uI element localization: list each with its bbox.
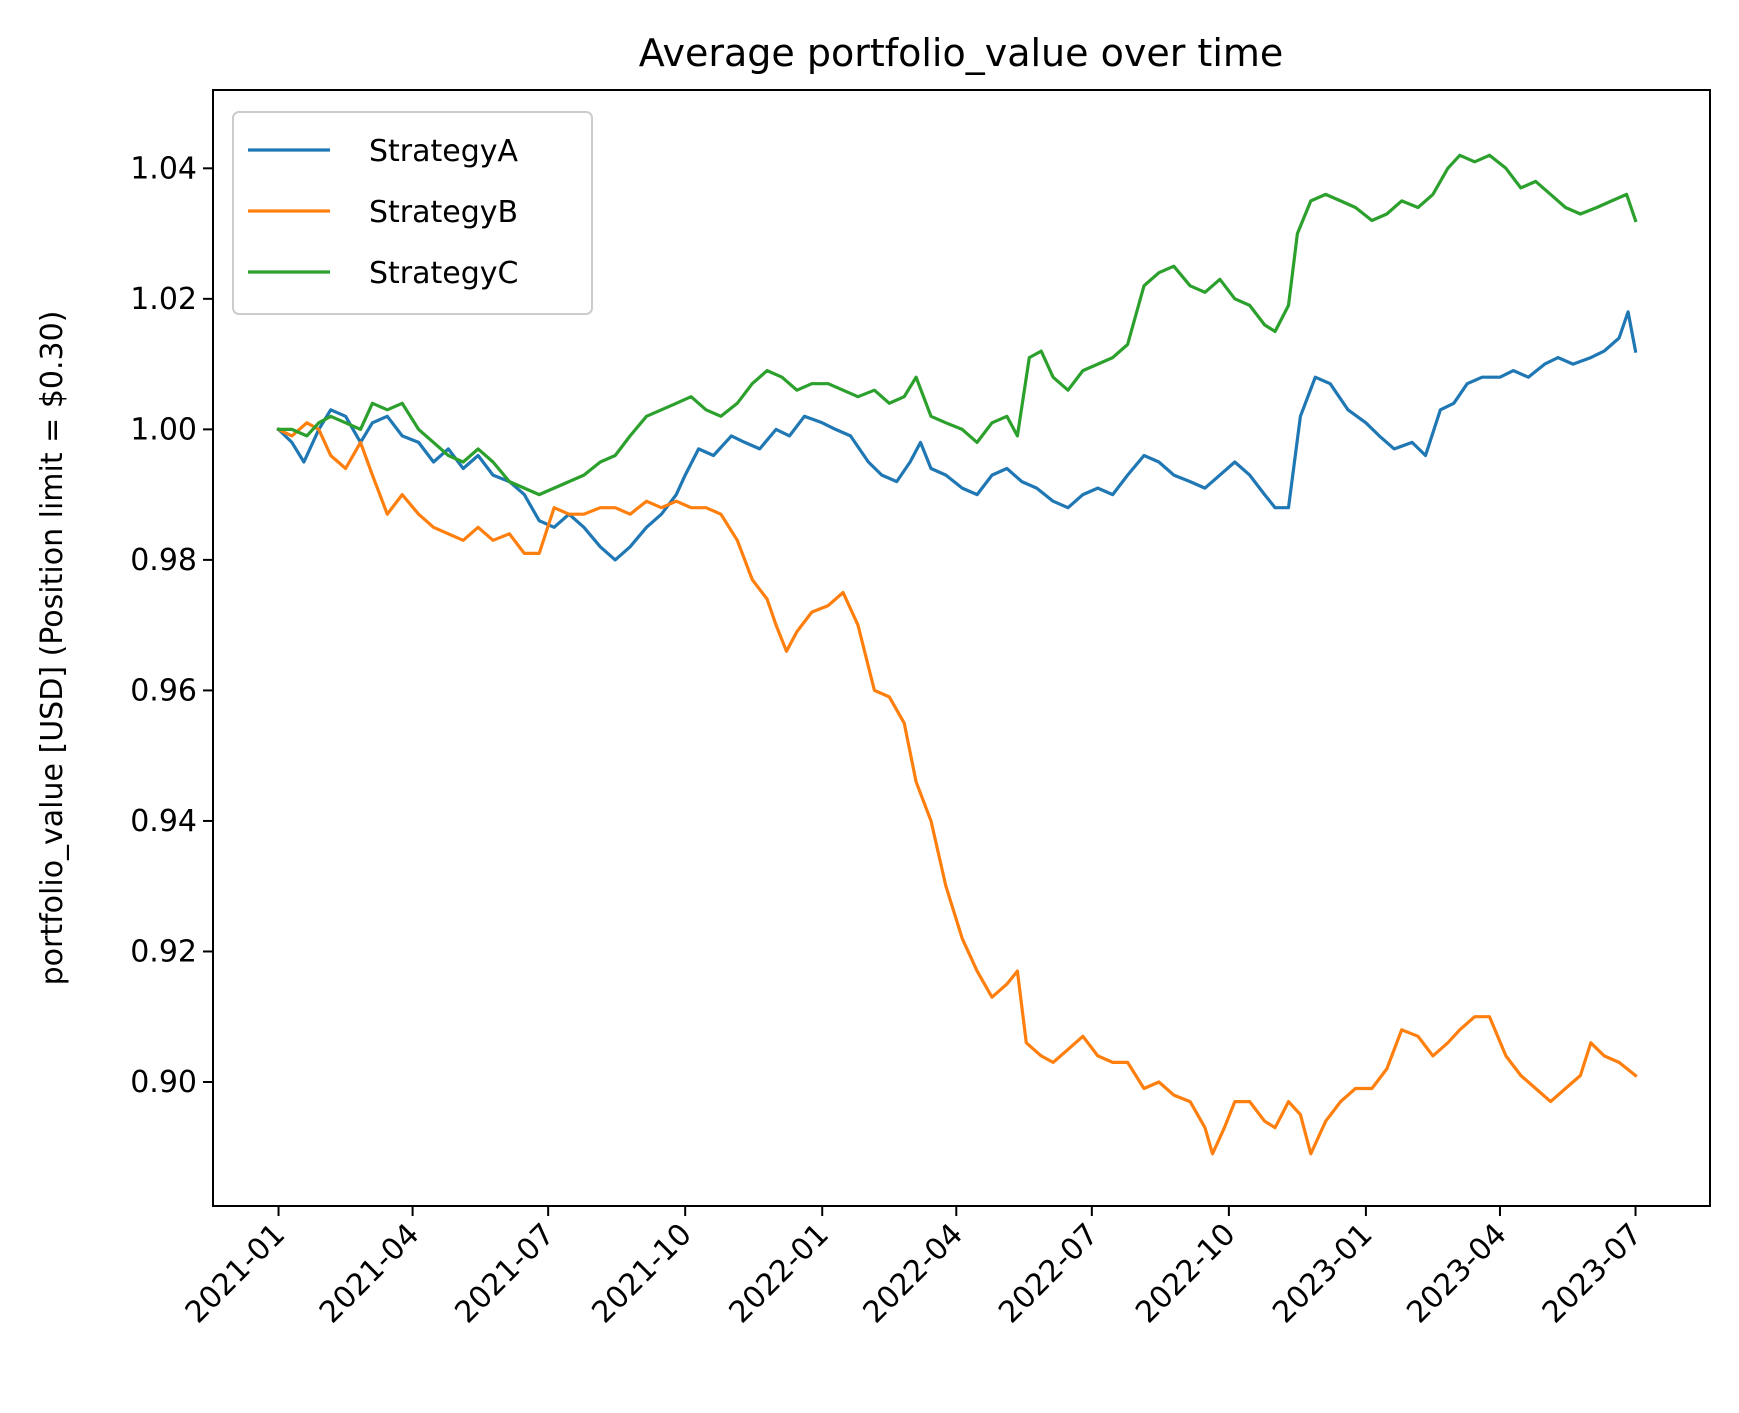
y-tick-label: 0.90: [130, 1065, 197, 1100]
y-tick-label: 0.94: [130, 804, 197, 839]
y-axis-label: portfolio_value [USD] (Position limit = …: [35, 311, 70, 986]
chart-title: Average portfolio_value over time: [639, 31, 1284, 75]
plot-frame: [212, 89, 1711, 1207]
y-tick-label: 0.98: [130, 543, 197, 578]
y-tick-label: 0.96: [130, 673, 197, 708]
y-tick-label: 1.04: [130, 151, 197, 186]
legend-label-strategyc: StrategyC: [369, 256, 519, 291]
series-line-strategyb: [276, 421, 1638, 1156]
series-layer: [276, 153, 1638, 1156]
legend-box: [232, 111, 593, 315]
y-tick-label: 1.00: [130, 412, 197, 447]
series-line-strategyc: [276, 153, 1638, 497]
y-tick-label: 1.02: [130, 282, 197, 317]
legend: StrategyA StrategyB StrategyC: [232, 111, 593, 315]
legend-label-strategyb: StrategyB: [369, 195, 518, 230]
series-line-strategya: [276, 310, 1638, 562]
y-axis: 0.90 0.92 0.94 0.96 0.98 1.00 1.02 1.04: [130, 151, 213, 1100]
legend-label-strategya: StrategyA: [369, 134, 519, 169]
y-tick-label: 0.92: [130, 934, 197, 969]
